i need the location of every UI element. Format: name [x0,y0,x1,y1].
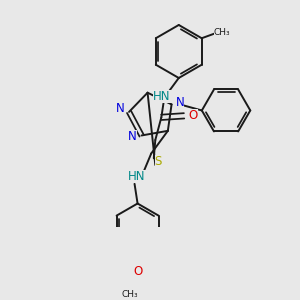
Text: O: O [134,265,143,278]
Text: HN: HN [128,170,146,183]
Text: N: N [116,102,124,116]
Text: CH₃: CH₃ [214,28,230,37]
Text: S: S [154,155,162,168]
Text: HN: HN [153,90,171,103]
Text: O: O [188,109,198,122]
Text: N: N [128,130,137,143]
Text: CH₃: CH₃ [122,290,138,299]
Text: N: N [176,96,184,110]
